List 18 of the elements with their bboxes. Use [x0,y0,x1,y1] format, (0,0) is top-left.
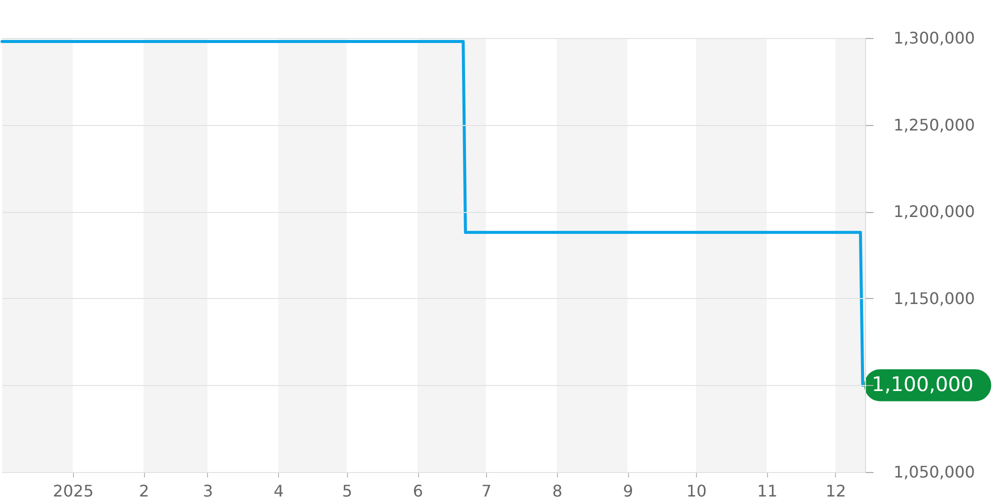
x-tick-label: 8 [552,482,562,500]
y-tick-label: 1,200,000 [894,202,975,222]
data-label: 1,100,000 [872,372,974,396]
x-tick-label: 5 [342,482,352,500]
x-tick-label: 9 [622,482,634,500]
x-tick-label: 10 [686,482,707,500]
x-tick-label: 3 [202,482,214,500]
x-tick-label: 4 [274,482,284,500]
x-tick-label: 12 [826,482,846,500]
x-tick-label: 7 [481,482,492,500]
y-tick-label: 1,150,000 [894,288,975,308]
y-tick-label: 1,050,000 [894,462,975,482]
x-tick-label: 6 [412,482,424,500]
x-tick-label: 2025 [52,482,94,500]
x-tick-label: 11 [757,482,778,500]
x-tick-label: 2 [138,482,150,500]
y-tick-label: 1,250,000 [894,115,975,134]
y-tick-label: 1,300,000 [894,28,975,48]
